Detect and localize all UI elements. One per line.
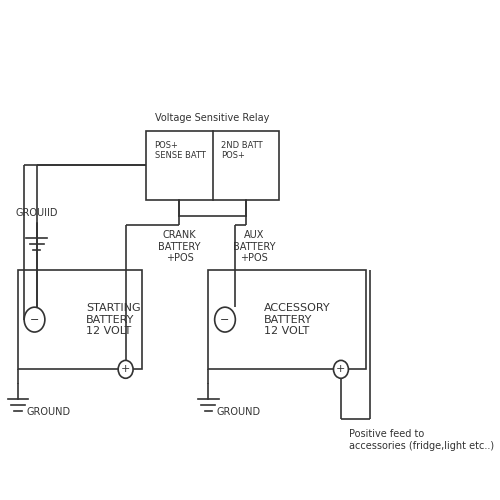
Text: AUX
BATTERY
+POS: AUX BATTERY +POS	[232, 230, 275, 264]
Text: POS+
SENSE BATT: POS+ SENSE BATT	[154, 140, 206, 160]
Text: STARTING
BATTERY
12 VOLT: STARTING BATTERY 12 VOLT	[86, 303, 141, 336]
Text: Positive feed to
accessories (fridge,light etc..): Positive feed to accessories (fridge,lig…	[349, 429, 494, 450]
Circle shape	[118, 360, 133, 378]
Text: GROUIID: GROUIID	[16, 208, 58, 218]
Circle shape	[214, 307, 236, 332]
Circle shape	[334, 360, 348, 378]
Text: 2ND BATT
POS+: 2ND BATT POS+	[221, 140, 262, 160]
FancyBboxPatch shape	[146, 130, 279, 200]
Circle shape	[24, 307, 45, 332]
Text: GROUND: GROUND	[216, 406, 261, 416]
Text: −: −	[220, 314, 230, 324]
Text: +: +	[336, 364, 345, 374]
Text: ACCESSORY
BATTERY
12 VOLT: ACCESSORY BATTERY 12 VOLT	[264, 303, 330, 336]
Text: GROUND: GROUND	[26, 406, 70, 416]
Text: −: −	[30, 314, 39, 324]
FancyBboxPatch shape	[208, 270, 366, 370]
FancyBboxPatch shape	[18, 270, 142, 370]
Text: +: +	[121, 364, 130, 374]
Text: CRANK
BATTERY
+POS: CRANK BATTERY +POS	[158, 230, 200, 264]
Text: Voltage Sensitive Relay: Voltage Sensitive Relay	[156, 113, 270, 123]
